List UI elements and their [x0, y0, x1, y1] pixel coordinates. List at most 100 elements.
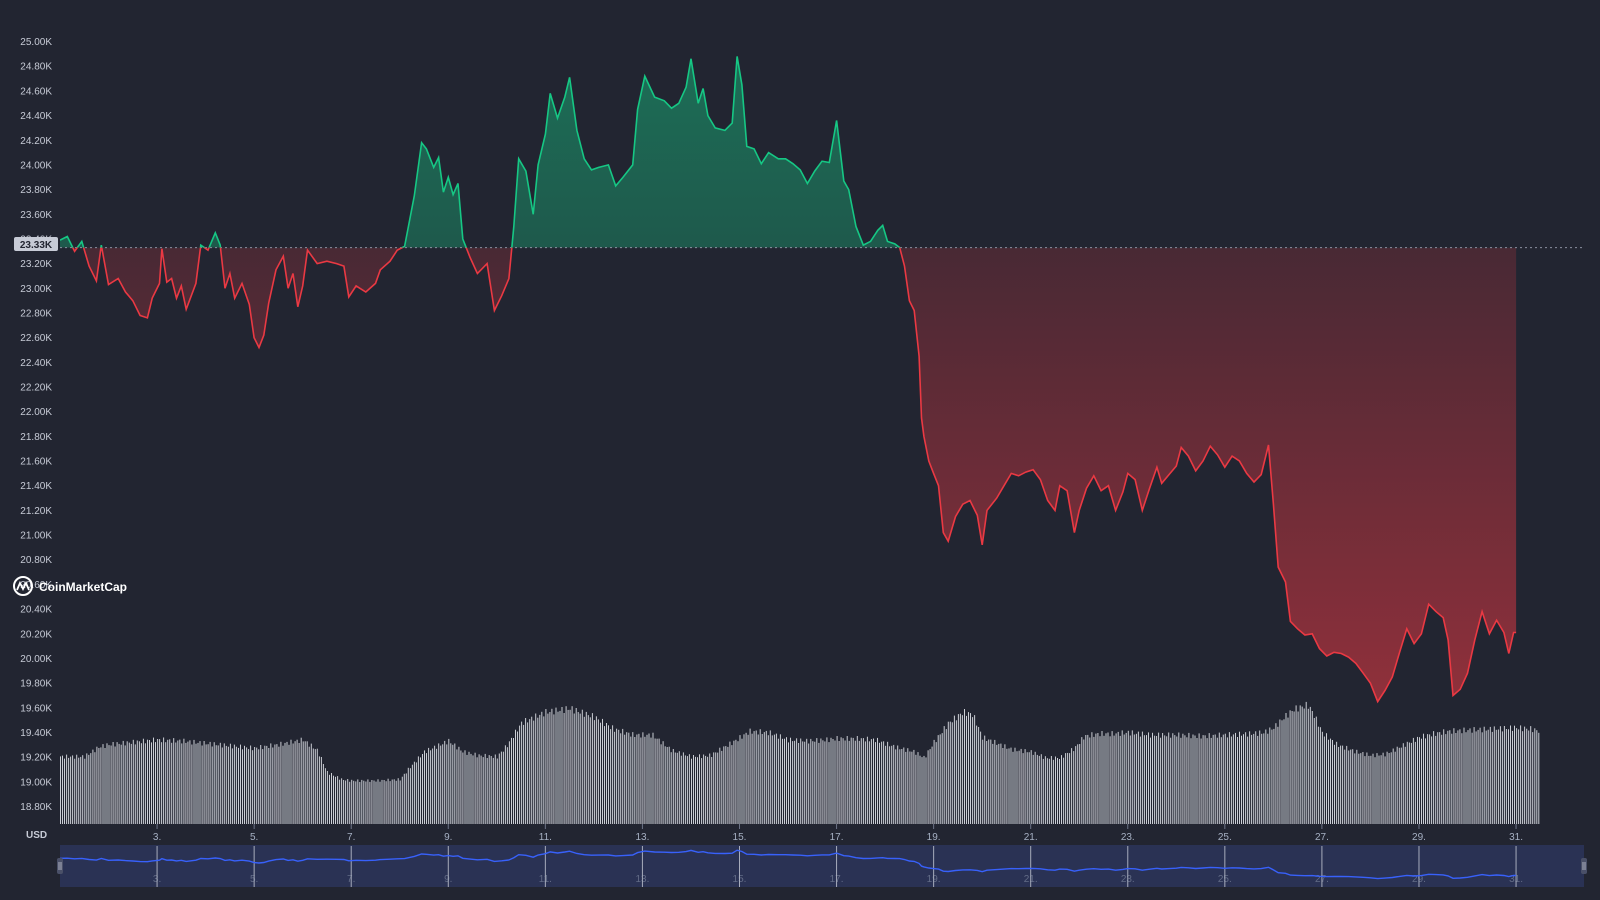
volume-bar	[1471, 732, 1473, 824]
volume-bar	[1463, 727, 1465, 824]
volume-bar	[1261, 733, 1263, 824]
navigator-tick-label: 7.	[347, 874, 355, 885]
navigator-left-handle[interactable]	[57, 858, 63, 874]
volume-bar	[506, 747, 508, 824]
volume-bar	[411, 764, 413, 824]
volume-bar	[1348, 750, 1350, 824]
volume-bar	[80, 756, 82, 824]
volume-bar	[264, 745, 266, 824]
volume-bar	[163, 737, 165, 824]
volume-bar	[424, 750, 425, 824]
volume-bar	[1410, 742, 1412, 824]
volume-bar	[470, 753, 472, 824]
volume-bar	[751, 733, 753, 824]
volume-bar	[142, 738, 144, 824]
y-tick-label: 21.00K	[20, 531, 52, 542]
volume-bar	[866, 736, 868, 824]
volume-bar	[442, 744, 444, 824]
range-navigator[interactable]: 3. 5. 7. 9. 11. 13. 15. 17. 19. 21. 23. 25. 27. 29. 31…	[57, 845, 1587, 887]
volume-bar	[430, 750, 432, 824]
volume-bar	[347, 779, 349, 824]
volume-bar	[1376, 753, 1378, 824]
volume-bar	[1394, 751, 1396, 824]
volume-bar	[1123, 734, 1125, 824]
volume-bar	[616, 728, 618, 824]
x-tick-label: 25.	[1218, 832, 1232, 843]
volume-bar	[1380, 755, 1382, 824]
volume-bar	[755, 730, 757, 824]
volume-bar	[316, 748, 318, 824]
volume-bar	[1275, 723, 1277, 824]
volume-bar	[879, 742, 880, 824]
volume-bar	[636, 734, 638, 824]
volume-bar	[705, 755, 707, 824]
volume-bar	[298, 743, 300, 824]
volume-bar	[1196, 738, 1198, 824]
volume-bar	[684, 755, 686, 824]
volume-bar	[1044, 756, 1046, 824]
volume-bar	[1220, 737, 1222, 824]
volume-bar	[242, 749, 243, 824]
volume-bar	[221, 747, 223, 824]
volume-bar	[893, 744, 895, 824]
volume-bar	[1237, 737, 1238, 824]
volume-bar	[794, 740, 796, 824]
volume-bar	[132, 739, 134, 824]
volume-bar	[840, 737, 842, 824]
volume-bar	[110, 745, 112, 824]
y-tick-label: 20.20K	[20, 629, 52, 640]
x-tick-label: 21.	[1024, 832, 1038, 843]
volume-bar	[502, 751, 504, 824]
volume-bar	[114, 746, 116, 824]
volume-bar	[1447, 730, 1449, 824]
volume-bar	[1263, 733, 1265, 824]
volume-bar	[1059, 759, 1060, 824]
volume-bar	[205, 744, 207, 824]
navigator-tick-label: 27.	[1315, 874, 1329, 885]
volume-bar	[731, 745, 733, 824]
volume-bar	[296, 739, 298, 824]
volume-bar	[393, 779, 395, 824]
volume-bar	[144, 743, 146, 824]
y-tick-label: 22.20K	[20, 383, 52, 394]
navigator-right-handle[interactable]	[1581, 858, 1587, 874]
volume-bar	[850, 737, 852, 824]
volume-bar	[1135, 733, 1137, 824]
volume-bar	[1398, 747, 1400, 824]
volume-bar	[563, 713, 565, 824]
volume-bar	[1279, 719, 1281, 824]
volume-bar	[1419, 737, 1420, 824]
volume-bar	[786, 737, 787, 824]
volume-bar	[1133, 734, 1135, 824]
volume-bar	[1477, 729, 1479, 824]
volume-bar	[802, 741, 804, 824]
volume-bar	[1467, 730, 1469, 824]
x-tick-label: 27.	[1315, 832, 1329, 843]
volume-bar	[1200, 738, 1202, 824]
volume-bar	[1166, 736, 1168, 824]
volume-bar	[972, 717, 974, 824]
volume-bar	[798, 743, 800, 824]
volume-bar	[486, 758, 488, 824]
volume-bar	[361, 779, 363, 824]
volume-bar	[407, 767, 409, 824]
volume-bar	[533, 720, 535, 824]
volume-bar	[881, 741, 883, 824]
volume-bar	[523, 724, 525, 824]
volume-bar	[1099, 736, 1101, 824]
volume-bar	[409, 768, 411, 824]
volume-bar	[1370, 755, 1372, 824]
volume-bar	[1091, 732, 1093, 824]
volume-bar	[1475, 731, 1477, 824]
volume-bar	[1158, 732, 1160, 824]
navigator-window[interactable]	[60, 845, 1584, 887]
volume-bar	[292, 743, 294, 824]
volume-bar	[577, 712, 579, 824]
volume-bar	[1524, 726, 1526, 824]
volume-bar	[157, 739, 159, 824]
volume-bar	[474, 752, 476, 824]
volume-bar	[986, 741, 988, 824]
volume-bar	[363, 780, 365, 824]
volume-bar	[1156, 736, 1158, 824]
volume-bar	[282, 745, 284, 824]
